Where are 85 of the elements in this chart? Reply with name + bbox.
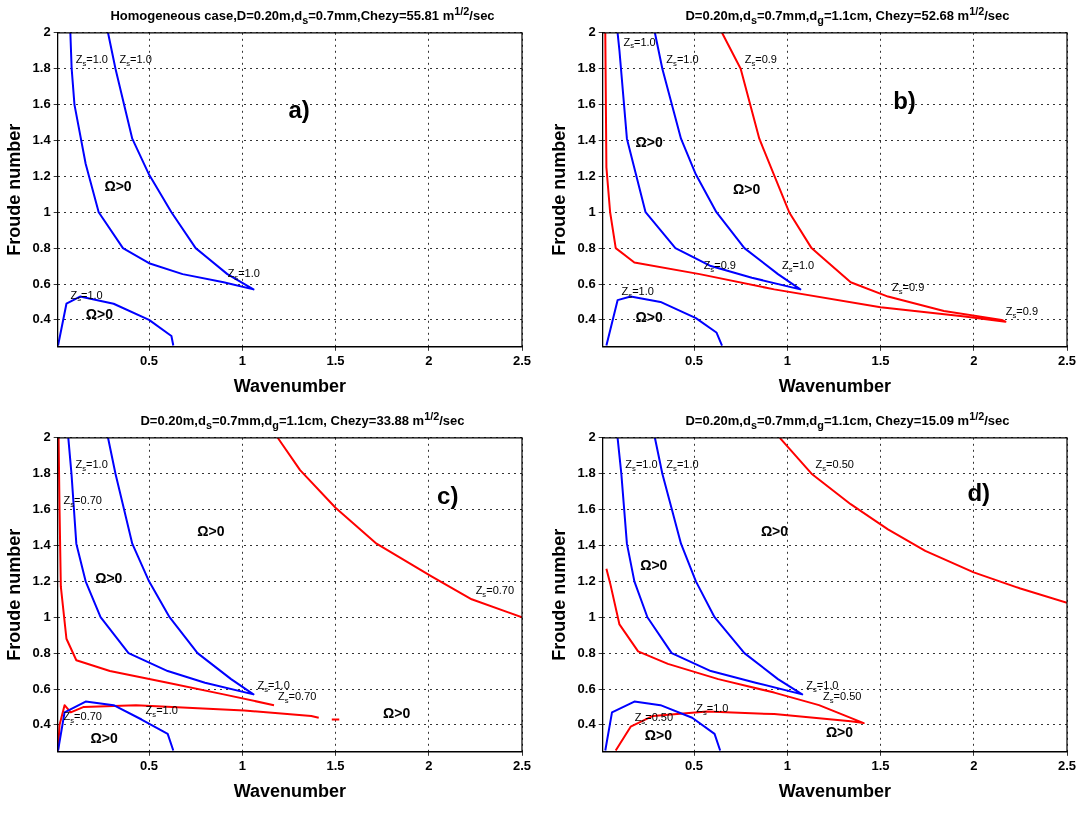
x-tick-label: 1.5 (871, 758, 890, 774)
y-tick-label: 1.8 (32, 60, 51, 76)
x-tick-label: 0.5 (140, 758, 159, 774)
x-tick-label: 2 (970, 353, 978, 369)
x-tick-label: 0.5 (685, 758, 704, 774)
x-tick-label: 0.5 (140, 353, 159, 369)
x-tick-label: 2.5 (1057, 353, 1077, 369)
y-tick-label: 0.6 (577, 680, 596, 696)
x-axis-title: Wavenumber (778, 376, 892, 397)
y-tick-label: 0.4 (32, 716, 52, 732)
x-tick-label: 2 (425, 758, 433, 774)
y-tick-label: 1.8 (32, 465, 51, 481)
annotation: Ω>0 (635, 133, 663, 150)
y-tick-label: 2 (43, 429, 51, 445)
annotation: Ω>0 (733, 180, 761, 197)
y-tick-label: 1 (43, 203, 51, 219)
y-tick-label: 1.8 (577, 465, 596, 481)
y-tick-label: 1.2 (32, 572, 51, 588)
annotation: Ω>0 (197, 522, 225, 539)
y-tick-label: 1 (588, 203, 596, 219)
y-tick-label: 0.8 (577, 644, 596, 660)
y-tick-label: 1.2 (577, 572, 596, 588)
x-tick-label: 1 (783, 353, 791, 369)
y-tick-label: 2 (43, 24, 51, 40)
chart-title: D=0.20m,d$_{s}$=0.7mm,d$_{g}$=1.1cm, Chezy=33.88 m$^{1/2}$/sec (139, 409, 466, 431)
y-axis-title: Froude number (3, 123, 24, 256)
chart-title: D=0.20m,d$_{s}$=0.7mm,d$_{g}$=1.1cm, Chezy=52.68 m$^{1/2}$/sec (684, 4, 1011, 26)
y-tick-label: 0.4 (577, 311, 597, 327)
x-axis-title: Wavenumber (233, 781, 347, 802)
annotation: Ω>0 (383, 704, 411, 721)
annotation: Ω>0 (644, 726, 673, 743)
y-tick-label: 1.4 (32, 537, 52, 553)
annotation: a) (288, 95, 310, 123)
y-axis-title: Froude number (3, 528, 24, 661)
y-tick-label: 1.4 (577, 537, 597, 553)
y-tick-label: 1 (588, 608, 596, 624)
annotation: Ω>0 (635, 309, 663, 326)
y-tick-label: 1.8 (577, 60, 596, 76)
y-axis-title: Froude number (548, 123, 569, 256)
y-tick-label: 1.4 (32, 132, 52, 148)
y-tick-label: 0.6 (32, 275, 51, 291)
annotation: c) (437, 482, 459, 510)
y-tick-label: 0.8 (577, 239, 596, 255)
x-tick-label: 2.5 (512, 353, 532, 369)
y-tick-label: 2 (588, 24, 596, 40)
y-tick-label: 1 (43, 608, 51, 624)
x-tick-label: 2.5 (1057, 758, 1077, 774)
y-tick-label: 0.8 (32, 239, 51, 255)
y-tick-label: 1.2 (577, 167, 596, 183)
x-tick-label: 2.5 (512, 758, 532, 774)
annotation: Ω>0 (825, 723, 854, 740)
x-tick-label: 1.5 (326, 758, 345, 774)
y-tick-label: 1.6 (32, 501, 51, 517)
x-axis-title: Wavenumber (233, 376, 347, 397)
y-tick-label: 1.6 (32, 96, 51, 112)
annotation: Ω>0 (760, 522, 789, 539)
annotation: d) (967, 478, 991, 506)
annotation: Ω>0 (640, 557, 668, 574)
annotation: Ω>0 (104, 177, 132, 194)
x-tick-label: 1.5 (871, 353, 890, 369)
y-tick-label: 1.6 (577, 501, 596, 517)
x-tick-label: 1 (238, 758, 246, 774)
x-tick-label: 1 (783, 758, 791, 774)
y-tick-label: 1.2 (32, 167, 51, 183)
y-tick-label: 0.4 (32, 311, 52, 327)
y-tick-label: 0.6 (32, 680, 51, 696)
x-tick-label: 2 (425, 353, 433, 369)
y-tick-label: 2 (588, 429, 596, 445)
annotation: Ω>0 (90, 730, 118, 747)
x-tick-label: 2 (970, 758, 978, 774)
annotation: Ω>0 (95, 569, 123, 586)
annotation: Ω>0 (85, 306, 114, 323)
y-axis-title: Froude number (548, 528, 569, 661)
x-tick-label: 1 (238, 353, 246, 369)
y-tick-label: 1.4 (577, 132, 597, 148)
y-tick-label: 0.6 (577, 275, 596, 291)
chart-title: D=0.20m,d$_{s}$=0.7mm,d$_{g}$=1.1cm, Chezy=15.09 m$^{1/2}$/sec (684, 409, 1011, 431)
annotation: b) (893, 86, 916, 114)
y-tick-label: 0.4 (577, 716, 597, 732)
x-axis-title: Wavenumber (778, 781, 892, 802)
chart-title: Homogeneous case,D=0.20m,d$_{s}$=0.7mm,Chezy=55.81 m$^{1/2}$/sec (109, 4, 496, 26)
x-tick-label: 0.5 (685, 353, 704, 369)
y-tick-label: 0.8 (32, 644, 51, 660)
x-tick-label: 1.5 (326, 353, 345, 369)
y-tick-label: 1.6 (577, 96, 596, 112)
